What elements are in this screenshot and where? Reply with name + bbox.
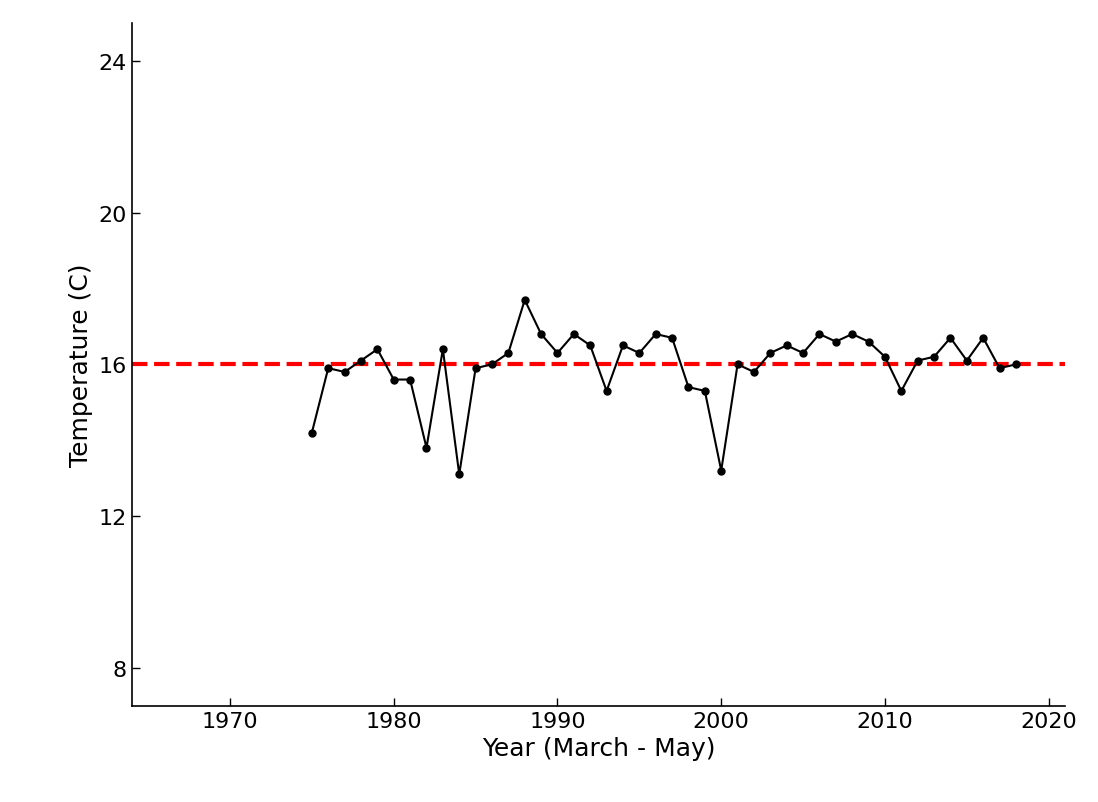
- Y-axis label: Temperature (C): Temperature (C): [69, 263, 93, 467]
- X-axis label: Year (March - May): Year (March - May): [482, 736, 715, 760]
